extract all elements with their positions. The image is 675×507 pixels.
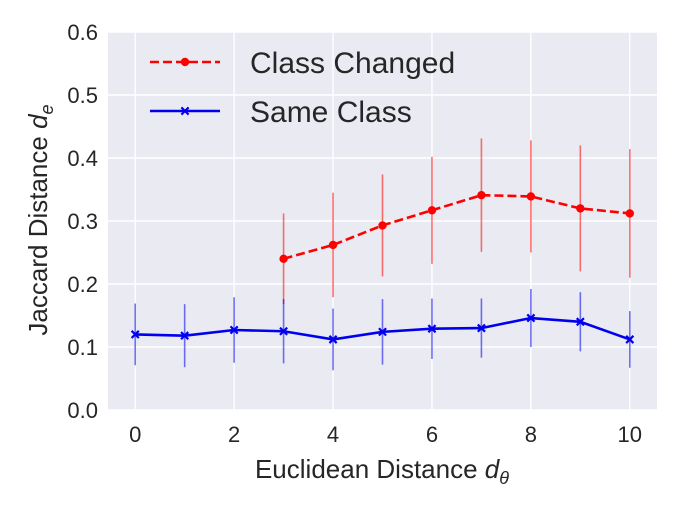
x-tick-label: 0 [129,422,141,447]
legend-entry: Same Class [150,96,412,129]
data-point [378,327,387,337]
series-0 [279,190,634,263]
x-tick-label: 8 [525,422,537,447]
data-point [130,330,140,339]
x-tick-label: 6 [426,422,438,447]
y-tick-label: 0.3 [67,209,98,234]
data-point [427,206,437,215]
data-point [477,323,486,333]
data-point [625,335,635,344]
data-point [328,240,338,250]
x-tick-label: 10 [618,422,642,447]
data-point [180,106,190,116]
data-point [180,57,190,67]
x-tick-label: 2 [228,422,240,447]
y-tick-labels: 0.0 0.1 0.2 0.3 0.4 0.5 0.6 [67,20,98,423]
data-point [279,254,288,263]
x-tick-labels: 0 2 4 6 8 10 [129,422,642,447]
y-tick-label: 0.1 [67,335,98,360]
data-point [625,209,634,218]
data-point [576,204,585,213]
series-1 [130,313,635,344]
data-point [477,190,486,200]
series-layer [130,138,635,371]
data-point [526,192,536,201]
data-point [378,221,387,230]
x-axis-label: Euclidean Distance dθ [255,454,509,488]
legend: Class Changed Same Class [150,47,455,129]
legend-label: Class Changed [250,47,455,80]
data-point [526,313,536,323]
y-tick-label: 0.5 [67,83,98,108]
y-tick-label: 0.2 [67,272,98,297]
data-point [229,325,239,335]
y-tick-label: 0.0 [67,398,98,423]
legend-entry: Class Changed [150,47,455,80]
y-tick-label: 0.4 [67,146,98,171]
legend-label: Same Class [250,96,412,129]
y-axis-label: Jaccard Distance de [23,104,57,335]
data-point [328,335,338,344]
data-point [279,326,288,336]
data-point [427,324,437,334]
y-tick-label: 0.6 [67,20,98,45]
data-point [180,331,190,341]
series-line [283,193,630,261]
data-point [575,317,585,327]
x-tick-label: 4 [327,422,339,447]
